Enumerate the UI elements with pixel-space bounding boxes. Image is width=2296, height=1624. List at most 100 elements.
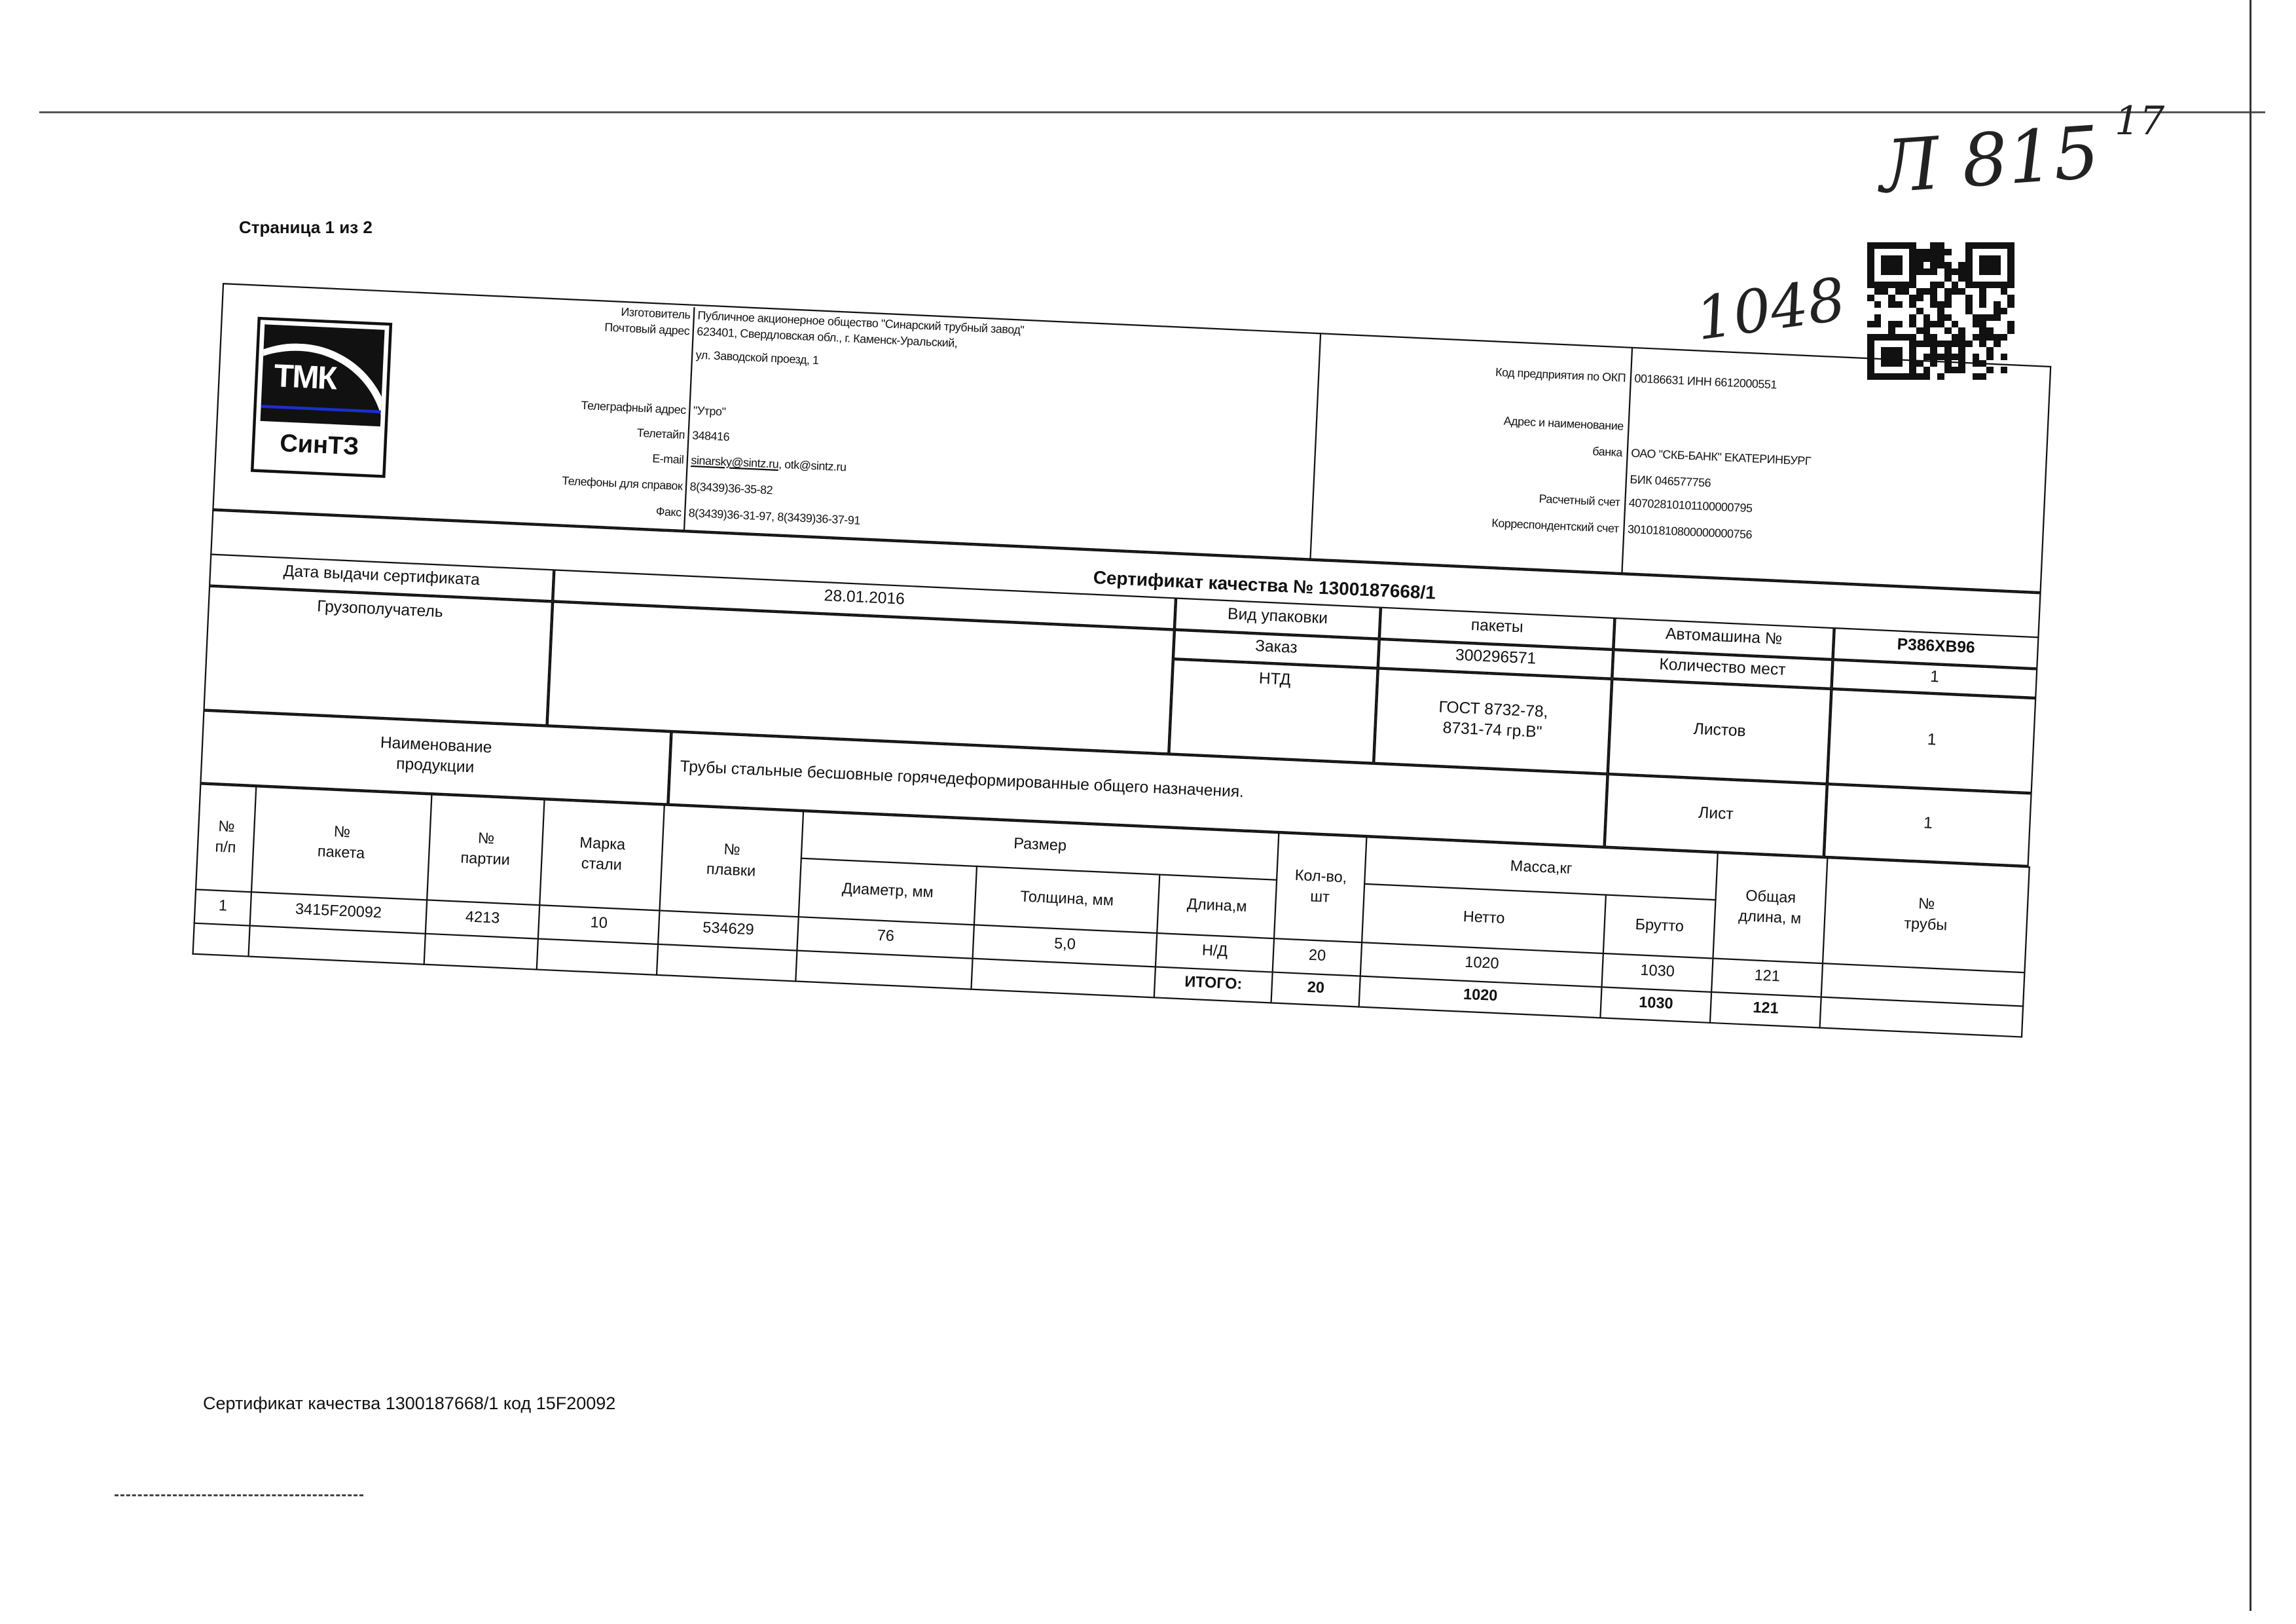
cell-batch-no: 4213 [425, 900, 540, 939]
qr-module [1937, 288, 1944, 295]
qr-module [2000, 268, 2008, 275]
qr-module [1972, 360, 1980, 367]
qr-module [1916, 301, 1923, 308]
qr-module [1923, 275, 1931, 282]
qr-module [1895, 360, 1903, 367]
qr-module [1972, 373, 1980, 380]
qr-module [1902, 373, 1910, 380]
qr-module [2000, 262, 2008, 268]
qr-module [1979, 268, 1987, 275]
qr-module [1937, 282, 1944, 288]
qr-module [1909, 255, 1916, 262]
qr-module [1881, 295, 1889, 301]
qr-module [1930, 341, 1938, 347]
qr-module [1902, 242, 1910, 249]
qr-module [2000, 275, 2008, 282]
qr-module [2007, 327, 2014, 334]
qr-module [1951, 268, 1959, 275]
qr-module [1972, 249, 1980, 255]
qr-module [1993, 334, 2001, 341]
teletype-value: 348416 [691, 428, 730, 444]
qr-module [1993, 341, 2001, 347]
qr-module [1902, 327, 1910, 334]
qr-module [1965, 275, 1973, 282]
qr-module [1923, 249, 1931, 255]
qr-module [1916, 242, 1923, 249]
qr-module [1944, 282, 1952, 288]
qr-module [1951, 334, 1959, 341]
telegraph-value: "Утро" [693, 403, 726, 419]
qr-module [1958, 327, 1965, 334]
sheets-value: 1 [1827, 688, 2037, 794]
qr-module [1867, 242, 1874, 249]
qr-module [1930, 321, 1938, 327]
qr-module [1895, 275, 1903, 282]
qr-module [1902, 268, 1910, 275]
email-label: E-mail [651, 452, 684, 467]
qr-module [2000, 373, 2008, 380]
qr-module [1944, 268, 1952, 275]
qr-module [1986, 301, 1994, 308]
qr-module [1867, 288, 1874, 295]
qr-module [1923, 334, 1931, 341]
qr-module [1881, 249, 1889, 255]
qr-module [1986, 308, 1994, 314]
qr-module [1930, 249, 1938, 255]
qr-module [1916, 347, 1923, 354]
scan-edge-line [2250, 0, 2251, 1611]
qr-module [1951, 308, 1959, 314]
qr-module [1993, 268, 2001, 275]
qr-module [1902, 347, 1910, 354]
qr-module [1979, 373, 1987, 380]
qr-module [2000, 360, 2008, 367]
qr-module [1944, 347, 1952, 354]
qr-module [1923, 268, 1931, 275]
qr-module [1902, 308, 1910, 314]
qr-module [1916, 314, 1923, 321]
qr-module [1986, 295, 1994, 301]
qr-module [1965, 282, 1973, 288]
qr-module [1874, 301, 1882, 308]
qr-module [2007, 249, 2014, 255]
sheet-value: 1 [1823, 784, 2032, 867]
qr-module [1895, 367, 1903, 373]
qr-module [1881, 347, 1889, 354]
qr-module [1930, 288, 1938, 295]
sheets-label: Листов [1607, 678, 1832, 784]
qr-module [1972, 295, 1980, 301]
qr-module [1930, 367, 1938, 373]
qr-module [1923, 321, 1931, 327]
qr-module [1867, 295, 1874, 301]
header-length: Длина,м [1157, 874, 1277, 939]
qr-module [1902, 301, 1910, 308]
qr-module [1937, 327, 1944, 334]
qr-module [1986, 268, 1994, 275]
qr-module [1867, 334, 1874, 341]
qr-module [1958, 347, 1965, 354]
qr-module [1923, 341, 1931, 347]
qr-module [1909, 249, 1916, 255]
qr-module [1958, 288, 1965, 295]
qr-module [2000, 354, 2008, 360]
qr-module [1916, 288, 1923, 295]
qr-module [1867, 341, 1874, 347]
qr-module [1930, 347, 1938, 354]
qr-module [1958, 341, 1965, 347]
qr-module [1979, 321, 1987, 327]
qr-module [1965, 367, 1973, 373]
qr-module [1923, 354, 1931, 360]
qr-module [1937, 301, 1944, 308]
header-package-no: № пакета [251, 786, 432, 900]
qr-module [1937, 275, 1944, 282]
qr-module [1951, 262, 1959, 268]
qr-module [1888, 249, 1895, 255]
header-thickness: Толщина, мм [974, 866, 1160, 934]
qr-module [1874, 249, 1882, 255]
qr-module [1979, 249, 1987, 255]
qr-module [1986, 275, 1994, 282]
qr-module [1937, 321, 1944, 327]
qr-module [1958, 367, 1965, 373]
consignee-label: Грузополучатель [203, 585, 553, 726]
qr-module [2000, 288, 2008, 295]
qr-module [1958, 295, 1965, 301]
